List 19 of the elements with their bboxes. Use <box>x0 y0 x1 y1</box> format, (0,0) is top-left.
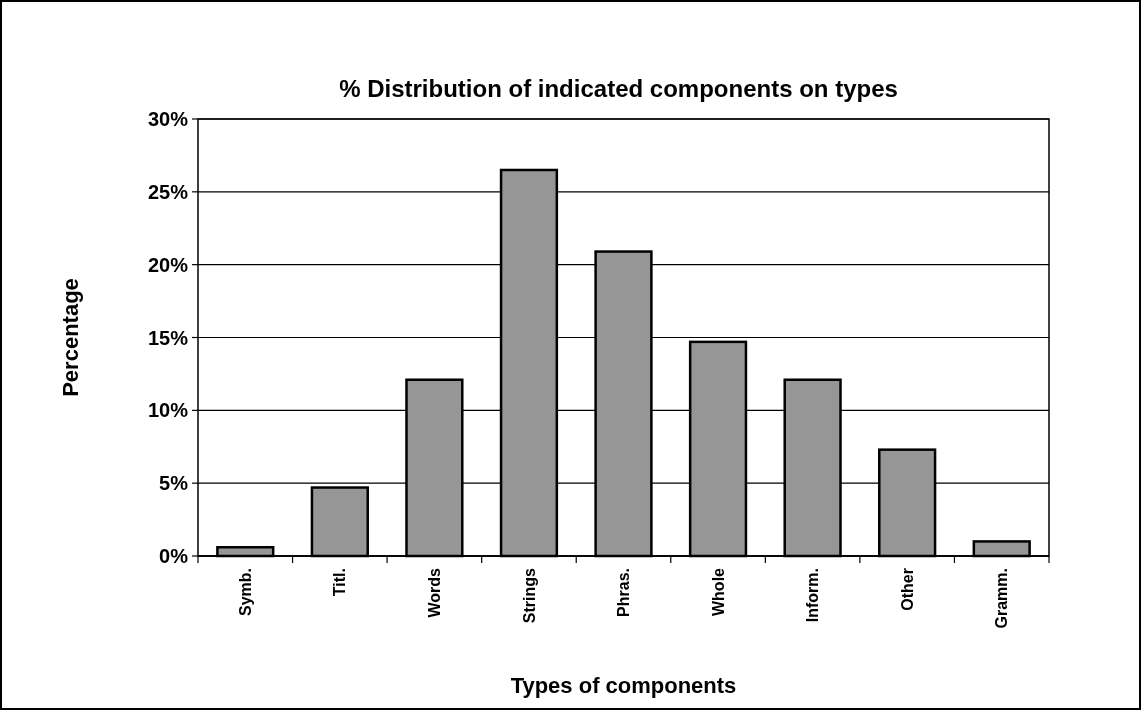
y-tick-label: 15% <box>147 326 189 349</box>
y-tick-label: 30% <box>147 108 189 130</box>
x-tick-label: Inform. <box>804 568 822 623</box>
x-tick-label: Phras. <box>615 568 633 617</box>
x-tick-label: Titl. <box>331 568 349 597</box>
chart-title: % Distribution of indicated components on types <box>339 75 898 102</box>
x-tick-label: Gramm. <box>993 568 1011 629</box>
x-tick-label: Other <box>898 568 916 611</box>
x-tick-label: Words <box>425 567 443 618</box>
x-tick-label: Whole <box>709 567 727 616</box>
x-tick-label: Symb. <box>236 568 254 617</box>
y-tick-label: 20% <box>147 253 189 276</box>
x-tick-label: Strings <box>520 567 538 624</box>
y-tick-label: 5% <box>159 472 189 495</box>
y-tick-label: 10% <box>147 399 189 422</box>
y-tick-label: 25% <box>147 180 189 203</box>
y-axis-title: Percentage <box>58 278 83 397</box>
y-tick-label: 0% <box>159 545 189 567</box>
x-axis-title: Types of components <box>510 673 737 698</box>
